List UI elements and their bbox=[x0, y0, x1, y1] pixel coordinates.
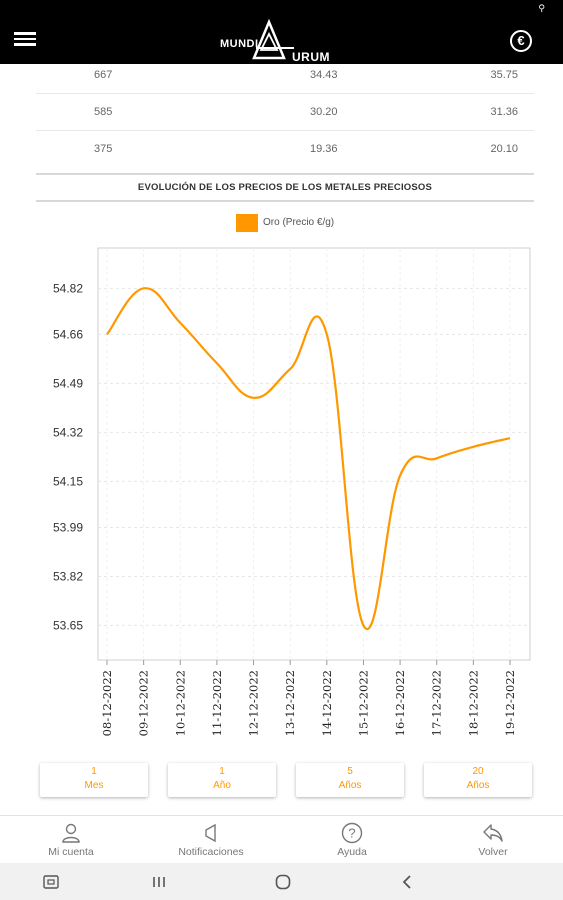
y-tick-label: 54.32 bbox=[53, 425, 83, 439]
range-button-unit: Años bbox=[466, 780, 490, 791]
range-button-5-years[interactable]: 5 Años bbox=[296, 763, 404, 797]
nav-label-back: Volver bbox=[478, 846, 508, 858]
table-cell-buy: 19.36 bbox=[310, 143, 338, 155]
x-tick-label: 09-12-2022 bbox=[137, 670, 151, 736]
x-tick-label: 12-12-2022 bbox=[247, 670, 261, 736]
app-bar: MUNDI URUM € bbox=[0, 16, 563, 64]
table-cell-sell: 31.36 bbox=[490, 106, 518, 118]
range-button-1-month[interactable]: 1 Mes bbox=[40, 763, 148, 797]
nav-item-help[interactable]: ? Ayuda bbox=[282, 816, 422, 864]
x-tick-label: 17-12-2022 bbox=[430, 670, 444, 736]
x-tick-label: 19-12-2022 bbox=[503, 670, 517, 736]
range-button-1-year[interactable]: 1 Año bbox=[168, 763, 276, 797]
range-button-value: 1 bbox=[91, 766, 97, 777]
y-tick-label: 54.66 bbox=[53, 327, 83, 341]
y-tick-label: 54.15 bbox=[53, 474, 83, 488]
nav-label-notifications: Notificaciones bbox=[178, 846, 244, 858]
plot-area bbox=[97, 247, 531, 661]
price-line-chart: 54.82 54.66 54.49 54.32 54.15 53.99 53.82 53.65… bbox=[53, 247, 531, 736]
range-button-value: 20 bbox=[472, 766, 484, 777]
nav-label-help: Ayuda bbox=[337, 846, 367, 858]
megaphone-icon bbox=[205, 823, 216, 843]
signal-icon: ⚲ bbox=[538, 3, 545, 13]
table-row: 667 34.43 35.75 bbox=[36, 57, 534, 94]
y-tick-label: 53.82 bbox=[53, 569, 83, 583]
range-button-value: 5 bbox=[347, 766, 353, 777]
question-circle-icon: ? bbox=[341, 822, 363, 844]
bottom-navigation: Mi cuenta Notificaciones ? Ayuda Volver bbox=[0, 815, 563, 863]
range-button-unit: Mes bbox=[84, 780, 104, 791]
table-row: 375 19.36 20.10 bbox=[36, 131, 534, 168]
nav-item-back[interactable]: Volver bbox=[423, 816, 563, 864]
y-tick-label: 53.99 bbox=[53, 520, 83, 534]
range-button-unit: Años bbox=[338, 780, 362, 791]
table-cell-buy: 30.20 bbox=[310, 106, 338, 118]
y-tick-label: 53.65 bbox=[53, 618, 83, 632]
range-button-20-years[interactable]: 20 Años bbox=[424, 763, 532, 797]
legend-swatch bbox=[236, 214, 258, 232]
svg-text:?: ? bbox=[348, 826, 355, 841]
status-bar: ⚲ bbox=[0, 0, 563, 16]
system-navigation-bar bbox=[0, 863, 563, 900]
x-tick-label: 10-12-2022 bbox=[173, 670, 187, 736]
person-icon bbox=[62, 823, 80, 843]
table-cell-sell: 20.10 bbox=[490, 143, 518, 155]
y-tick-label: 54.49 bbox=[53, 376, 83, 390]
nav-label-account: Mi cuenta bbox=[48, 846, 94, 858]
table-cell-purity: 585 bbox=[94, 106, 113, 118]
series-line-oro bbox=[106, 287, 511, 630]
logo-text-left: MUNDI bbox=[220, 38, 259, 50]
table-cell-sell: 35.75 bbox=[490, 69, 518, 81]
x-tick-label: 14-12-2022 bbox=[320, 670, 334, 736]
back-icon[interactable] bbox=[398, 873, 416, 891]
table-cell-purity: 667 bbox=[94, 69, 113, 81]
reply-arrow-icon bbox=[483, 824, 503, 842]
x-tick-label: 15-12-2022 bbox=[356, 670, 370, 736]
app-logo: MUNDI URUM bbox=[214, 18, 354, 64]
table-cell-purity: 375 bbox=[94, 143, 113, 155]
x-tick-label: 11-12-2022 bbox=[210, 670, 224, 736]
nav-item-account[interactable]: Mi cuenta bbox=[1, 816, 141, 864]
x-tick-label: 08-12-2022 bbox=[100, 670, 114, 736]
section-title: EVOLUCIÓN DE LOS PRECIOS DE LOS METALES … bbox=[36, 173, 534, 202]
table-row: 585 30.20 31.36 bbox=[36, 94, 534, 131]
hamburger-menu-icon[interactable] bbox=[14, 32, 36, 48]
x-tick-label: 13-12-2022 bbox=[283, 670, 297, 736]
logo-pyramid-icon bbox=[252, 18, 294, 60]
range-button-value: 1 bbox=[219, 766, 225, 777]
home-icon[interactable] bbox=[274, 873, 292, 891]
y-tick-label: 54.82 bbox=[53, 281, 83, 295]
table-cell-buy: 34.43 bbox=[310, 69, 338, 81]
legend-label: Oro (Precio €/g) bbox=[263, 217, 335, 228]
x-tick-label: 16-12-2022 bbox=[393, 670, 407, 736]
screenshot-icon[interactable] bbox=[42, 873, 60, 891]
euro-circle-icon[interactable]: € bbox=[510, 30, 532, 52]
logo-text-right: URUM bbox=[292, 50, 330, 64]
recent-apps-icon[interactable] bbox=[150, 873, 168, 891]
x-tick-label: 18-12-2022 bbox=[466, 670, 480, 736]
nav-item-notifications[interactable]: Notificaciones bbox=[141, 816, 281, 864]
range-button-unit: Año bbox=[213, 780, 231, 791]
